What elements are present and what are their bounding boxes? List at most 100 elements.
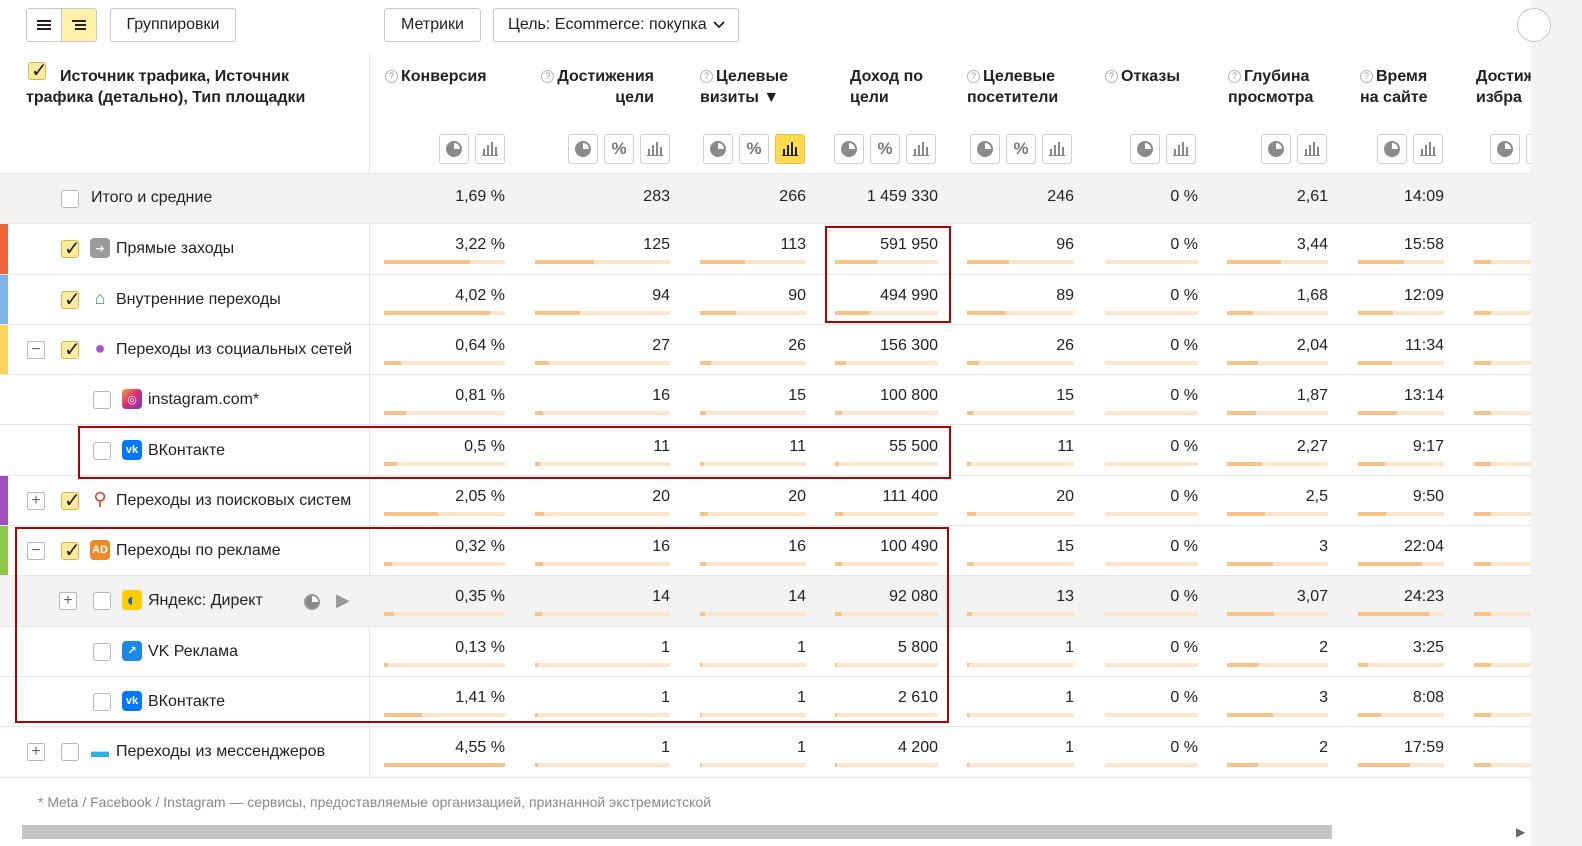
row-checkbox[interactable] xyxy=(93,592,111,611)
settings-button[interactable] xyxy=(1517,8,1551,42)
column-header[interactable]: ? Достижения цели xyxy=(536,66,654,108)
collapse-button[interactable]: − xyxy=(27,340,45,359)
percent-button[interactable]: % xyxy=(870,134,900,164)
collapse-button[interactable]: − xyxy=(27,542,45,561)
bar-chart-button[interactable] xyxy=(1166,134,1196,164)
bar-chart-button[interactable] xyxy=(906,134,936,164)
pie-chart-button[interactable] xyxy=(1377,134,1407,164)
row-checkbox[interactable] xyxy=(61,488,81,513)
row-label[interactable]: ВКонтакте xyxy=(148,693,225,710)
metric-value: 2 xyxy=(1319,739,1328,757)
goal-select[interactable]: Цель: Ecommerce: покупка xyxy=(493,8,739,42)
pie-chart-button[interactable] xyxy=(703,134,733,164)
pie-chart-button[interactable] xyxy=(1130,134,1160,164)
pie-chart-button[interactable] xyxy=(568,134,598,164)
bar-chart-button[interactable] xyxy=(1413,134,1443,164)
metric-bar-fill xyxy=(835,411,843,416)
table-row[interactable]: + ◐ Яндекс: Директ ▶ 0,35 % 14 14 92 080 13 0 % 3,… xyxy=(0,576,1531,627)
table-row[interactable]: − ● Переходы из социальных сетей 0,64 % 27 26… xyxy=(0,324,1531,376)
row-checkbox[interactable] xyxy=(93,441,111,460)
row-checkbox[interactable] xyxy=(61,190,79,208)
help-icon[interactable]: ? xyxy=(541,70,555,83)
metric-bar xyxy=(384,511,505,516)
pie-chart-icon xyxy=(841,141,857,157)
percent-button[interactable]: % xyxy=(1006,134,1036,164)
metric-bar-fill xyxy=(700,612,706,617)
metric-bar xyxy=(1227,310,1328,315)
column-header[interactable]: ? Время на сайте xyxy=(1360,66,1450,108)
bar-chart-button[interactable] xyxy=(775,134,805,164)
row-label[interactable]: Переходы из мессенджеров xyxy=(116,743,326,761)
column-header[interactable]: ? Целевые посетители xyxy=(967,66,1077,108)
help-icon[interactable]: ? xyxy=(1360,70,1373,83)
table-row[interactable]: vk ВКонтакте 1,41 % 1 1 2 610 1 0 % 3 8:08 xyxy=(0,677,1531,728)
scroll-right-icon[interactable]: ▶ xyxy=(1516,825,1526,839)
groupings-button[interactable]: Группировки xyxy=(110,8,236,42)
horizontal-scrollbar[interactable] xyxy=(22,825,1332,839)
tree-view-button[interactable] xyxy=(61,8,97,42)
help-icon[interactable]: ? xyxy=(967,70,980,83)
row-label[interactable]: Внутренние переходы xyxy=(116,290,281,308)
row-label[interactable]: instagram.com* xyxy=(148,391,260,409)
list-view-button[interactable] xyxy=(26,8,62,42)
row-label[interactable]: Яндекс: Директ xyxy=(148,592,263,610)
column-header[interactable]: ? Целевые визиты ▼ xyxy=(700,66,808,108)
help-icon[interactable]: ? xyxy=(1105,70,1118,83)
table-row[interactable]: ◎ instagram.com* 0,81 % 16 15 100 800 15 0 % 1,8… xyxy=(0,375,1531,426)
row-label[interactable]: Переходы по рекламе xyxy=(116,542,281,560)
column-header[interactable]: ? Отказы xyxy=(1105,66,1195,87)
metric-bar xyxy=(1227,763,1328,768)
row-checkbox[interactable] xyxy=(61,236,81,261)
bar-chart-button[interactable] xyxy=(1042,134,1072,164)
column-header[interactable]: ? Конверсия xyxy=(385,66,495,87)
bar-chart-button[interactable] xyxy=(1526,134,1531,164)
metric-bar-fill xyxy=(835,310,871,315)
table-row[interactable]: vk ВКонтакте 0,5 % 11 11 55 500 11 0 % 2,27 9:17 xyxy=(0,426,1531,476)
column-header[interactable]: Доход по цели xyxy=(850,66,940,108)
column-header[interactable]: ? Глубина просмотра xyxy=(1228,66,1328,108)
row-checkbox[interactable] xyxy=(61,538,81,563)
row-label[interactable]: Прямые заходы xyxy=(116,240,235,258)
column-header[interactable]: Достиж избра xyxy=(1476,66,1531,108)
row-label[interactable]: Переходы из социальных сетей xyxy=(116,340,353,358)
dimension-title[interactable]: Источник трафика, Источник трафика (дета… xyxy=(26,68,306,106)
table-row[interactable]: ⌂ Внутренние переходы 4,02 % 94 90 494 990 89 0… xyxy=(0,274,1531,325)
percent-button[interactable]: % xyxy=(604,134,634,164)
row-checkbox[interactable] xyxy=(93,642,111,661)
pie-chart-button[interactable] xyxy=(970,134,1000,164)
row-label[interactable]: VK Реклама xyxy=(148,642,238,660)
table-row[interactable]: ➔ Прямые заходы 3,22 % 125 113 591 950 96 0 % 3,… xyxy=(0,224,1531,275)
dimensions-checkbox[interactable] xyxy=(28,58,48,83)
help-icon[interactable]: ? xyxy=(700,70,713,83)
metric-value: 89 xyxy=(1056,286,1074,304)
expand-button[interactable]: + xyxy=(27,491,45,510)
help-icon[interactable]: ? xyxy=(1228,70,1241,83)
percent-button[interactable]: % xyxy=(739,134,769,164)
table-row[interactable]: − AD Переходы по рекламе 0,32 % 16 16 100 490 1… xyxy=(0,526,1531,577)
expand-button[interactable]: + xyxy=(59,592,77,611)
row-pie-chart-icon[interactable] xyxy=(304,594,320,611)
bar-chart-button[interactable] xyxy=(1297,134,1327,164)
totals-row[interactable]: Итого и средние 1,69 % 283 266 1 459 330 246 0… xyxy=(0,174,1531,225)
row-label[interactable]: ВКонтакте xyxy=(148,441,225,459)
bar-chart-button[interactable] xyxy=(475,134,505,164)
table-row[interactable]: ↗ VK Реклама 0,13 % 1 1 5 800 1 0 % 2 3:25 xyxy=(0,627,1531,677)
metrics-button[interactable]: Метрики xyxy=(384,8,481,42)
metric-bar xyxy=(535,461,670,466)
row-play-icon[interactable]: ▶ xyxy=(336,590,350,611)
expand-button[interactable]: + xyxy=(27,743,45,762)
help-icon[interactable]: ? xyxy=(385,70,398,83)
row-checkbox[interactable] xyxy=(93,391,111,410)
row-checkbox[interactable] xyxy=(61,287,81,312)
row-checkbox[interactable] xyxy=(93,693,111,711)
row-label[interactable]: Переходы из поисковых систем xyxy=(116,491,352,509)
pie-chart-button[interactable] xyxy=(1490,134,1520,164)
row-checkbox[interactable] xyxy=(61,743,79,762)
pie-chart-button[interactable] xyxy=(834,134,864,164)
row-checkbox[interactable] xyxy=(61,337,81,362)
table-row[interactable]: + ▬ Переходы из мессенджеров 4,55 % 1 1 4 200 1… xyxy=(0,727,1531,778)
pie-chart-button[interactable] xyxy=(439,134,469,164)
bar-chart-button[interactable] xyxy=(640,134,670,164)
table-row[interactable]: + ⚲ Переходы из поисковых систем 2,05 % 20 20… xyxy=(0,475,1531,527)
pie-chart-button[interactable] xyxy=(1261,134,1291,164)
